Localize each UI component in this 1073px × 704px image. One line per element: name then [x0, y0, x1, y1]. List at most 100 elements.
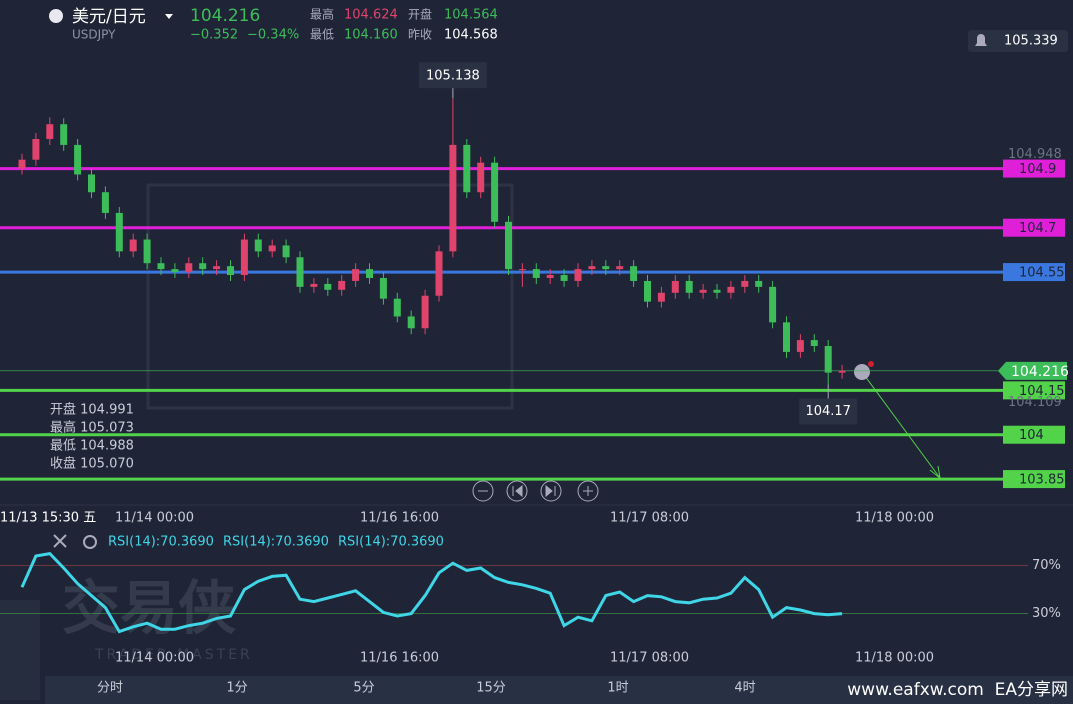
- ohlc-info: 开盘 104.991: [50, 402, 134, 418]
- candle-body: [685, 280, 693, 293]
- low: 104.160: [344, 28, 398, 43]
- scroll-start[interactable]: [506, 480, 528, 502]
- current-price-tag: [998, 361, 1067, 380]
- candle-body: [463, 144, 471, 193]
- timeframe[interactable]: 1分: [226, 681, 247, 696]
- candle-body: [838, 370, 846, 373]
- level-label: 104: [1019, 428, 1044, 443]
- symbol-name[interactable]: 美元/日元: [72, 7, 146, 27]
- candle-body: [185, 263, 193, 273]
- candle-body: [254, 239, 262, 252]
- candle-body: [157, 263, 165, 270]
- candle-body: [310, 283, 318, 287]
- timeframe[interactable]: 分时: [97, 681, 123, 696]
- candle-body: [240, 239, 248, 276]
- icon: [545, 484, 556, 498]
- candle-body: [727, 286, 735, 293]
- timeframe[interactable]: 15分: [476, 681, 506, 696]
- settings-icon[interactable]: [83, 535, 97, 549]
- x-label: 11/18 00:00: [855, 511, 934, 526]
- candle-body: [602, 266, 610, 270]
- faint-price-label: 104.948: [1008, 147, 1062, 162]
- rsi-legend: RSI(14):70.3690: [223, 535, 329, 550]
- candle-body: [560, 275, 568, 281]
- zoom-out[interactable]: [472, 480, 494, 502]
- x-label: 11/16 16:00: [360, 511, 439, 526]
- candle-body: [143, 239, 151, 264]
- level-tag: [1003, 218, 1065, 237]
- rsi-line: [20, 551, 843, 634]
- level-label: 103.85: [1019, 473, 1065, 488]
- candle-body: [657, 292, 665, 302]
- candle-body: [268, 245, 276, 252]
- candle-body: [421, 295, 429, 329]
- dropdown[interactable]: [165, 14, 173, 19]
- prev-close: 104.568: [444, 28, 498, 43]
- info-dot: [868, 361, 874, 367]
- candle-body: [338, 280, 346, 290]
- close-indicator[interactable]: [53, 534, 67, 548]
- timeframe[interactable]: 5分: [353, 681, 374, 696]
- level-label: 104.7: [1019, 221, 1056, 236]
- side-tools: [0, 600, 40, 700]
- candle-body: [546, 275, 554, 278]
- max-marker-label: 105.138: [426, 69, 480, 84]
- flag-icon: [49, 9, 63, 23]
- x-label: 11/17 08:00: [610, 511, 689, 526]
- x-label: 11/14 00:00: [115, 511, 194, 526]
- level-tag: [1003, 381, 1065, 400]
- zoom-controls: [472, 480, 599, 502]
- price: 104.216: [190, 6, 260, 26]
- level-label: 104.9: [1019, 162, 1056, 177]
- timeframe[interactable]: 1时: [607, 681, 628, 696]
- alert-box[interactable]: [968, 30, 1068, 52]
- candle-body: [574, 269, 582, 281]
- candle-body: [32, 138, 40, 160]
- watermark-subtitle: TRADER MASTER: [94, 647, 253, 663]
- change: −0.352: [190, 28, 238, 43]
- selection-box: [146, 183, 514, 410]
- site-watermark: www.eafxw.com EA分享网: [847, 680, 1068, 700]
- zoom-in[interactable]: [577, 480, 599, 502]
- candle-body: [588, 266, 596, 270]
- x-label: 11/13 15:30 五: [0, 511, 96, 526]
- current-price-label: 104.216: [1011, 364, 1069, 380]
- prev-close-label: 昨收: [408, 28, 432, 42]
- candle-body: [60, 124, 68, 145]
- symbol-code: USDJPY: [72, 28, 116, 42]
- candle-body: [671, 280, 679, 293]
- level-tag: [1003, 425, 1065, 444]
- candle-body: [630, 266, 638, 281]
- candle-body: [407, 316, 415, 329]
- level-tag: [1003, 159, 1065, 178]
- faint-price-label: 104.109: [1008, 395, 1062, 410]
- candle-body: [366, 269, 373, 278]
- candle-body: [491, 162, 499, 222]
- icon: [512, 484, 523, 498]
- candle-body: [46, 124, 54, 139]
- info-icon[interactable]: [854, 364, 870, 380]
- rsi-legend: RSI(14):70.3690: [338, 535, 444, 550]
- rsi-tick-label: 70%: [1032, 558, 1061, 573]
- timeframe[interactable]: 4时: [734, 681, 755, 696]
- high-label: 最高: [310, 7, 334, 22]
- candle-body: [796, 340, 804, 352]
- candle-body: [449, 144, 457, 252]
- candle-body: [741, 280, 749, 287]
- candle-body: [713, 289, 721, 293]
- bell-icon: [975, 34, 987, 46]
- candle-body: [518, 269, 526, 271]
- watermark-title: 交易侠: [62, 574, 236, 642]
- min-marker-label: 104.17: [805, 404, 851, 419]
- candle-body: [393, 298, 401, 317]
- open: 104.564: [444, 8, 498, 23]
- candle-body: [783, 322, 790, 352]
- candle-body: [18, 159, 26, 169]
- candle-body: [296, 257, 304, 287]
- scroll-end[interactable]: [540, 480, 562, 502]
- high: 104.624: [344, 8, 398, 23]
- candle-body: [644, 280, 651, 302]
- candle-body: [324, 283, 332, 290]
- candle-body: [282, 245, 290, 258]
- candle-body: [824, 346, 832, 373]
